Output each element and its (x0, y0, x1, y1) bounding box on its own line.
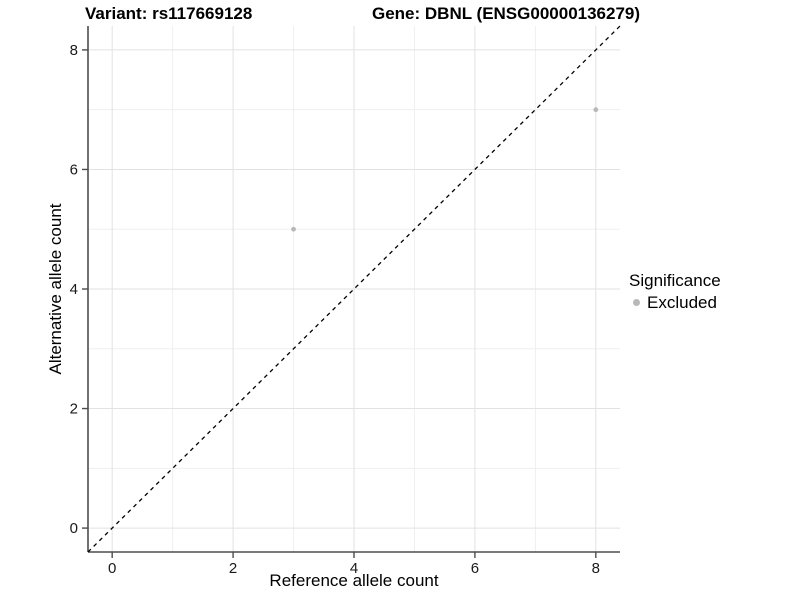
legend-point-icon (633, 299, 640, 306)
legend-item-excluded: Excluded (629, 293, 721, 312)
x-tick-label: 6 (471, 560, 479, 577)
legend-item-label: Excluded (647, 293, 717, 312)
y-tick-label: 8 (70, 42, 78, 59)
legend-title: Significance (629, 271, 721, 290)
gene-title: Gene: DBNL (ENSG00000136279) (372, 4, 641, 23)
x-tick-label: 0 (108, 560, 116, 577)
variant-title: Variant: rs117669128 (85, 4, 253, 23)
data-point (593, 107, 599, 113)
legend: Significance Excluded (629, 271, 721, 312)
x-tick-label: 2 (229, 560, 237, 577)
y-tick-label: 6 (70, 161, 78, 178)
y-tick-label: 4 (70, 281, 78, 298)
x-tick-label: 8 (592, 560, 600, 577)
y-tick-label: 2 (70, 401, 78, 418)
y-axis-title: Alternative allele count (46, 203, 65, 375)
y-tick-label: 0 (70, 520, 78, 537)
x-tick-label: 4 (350, 560, 358, 577)
data-point (291, 226, 296, 232)
x-axis-title: Reference allele count (269, 571, 439, 590)
